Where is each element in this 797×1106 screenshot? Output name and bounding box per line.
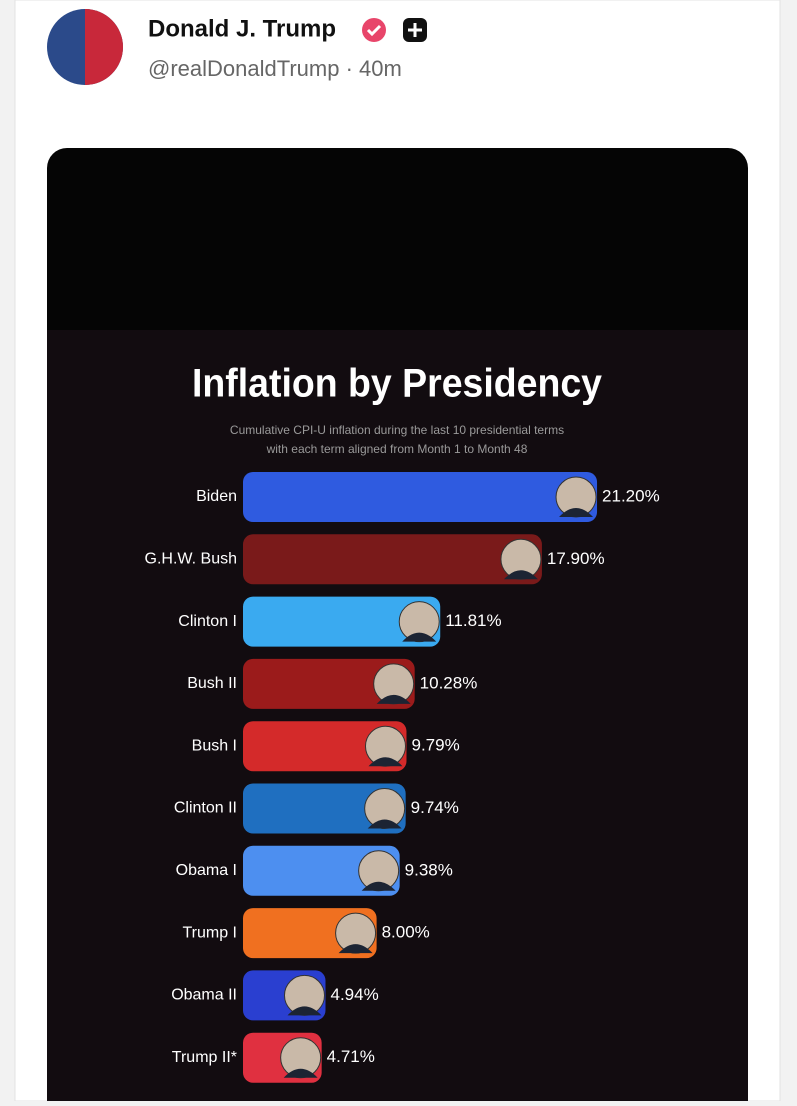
category-label: Trump I — [182, 924, 237, 941]
value-label: 11.81% — [445, 611, 501, 630]
portrait-suit — [559, 508, 594, 517]
chart-subtitle: Cumulative CPI-U inflation during the la… — [230, 423, 564, 437]
value-label: 9.79% — [411, 736, 459, 755]
value-label: 9.38% — [405, 860, 453, 879]
bar — [243, 783, 406, 834]
bar — [243, 845, 400, 896]
bar — [243, 472, 598, 522]
category-label: Obama II — [171, 987, 237, 1004]
value-label: 10.28% — [420, 673, 478, 692]
bar — [243, 596, 441, 647]
chart-subtitle: with each term aligned from Month 1 to M… — [266, 442, 528, 456]
category-label: G.H.W. Bush — [145, 551, 237, 568]
bar — [243, 658, 415, 709]
portrait-suit — [402, 632, 437, 642]
category-label: Bush I — [192, 737, 237, 754]
author-handle[interactable]: @realDonaldTrump · 40m — [148, 56, 402, 81]
portrait-suit — [283, 1068, 318, 1078]
value-label: 4.71% — [327, 1047, 375, 1066]
bar — [243, 534, 542, 585]
portrait-suit — [503, 570, 538, 580]
value-label: 8.00% — [382, 923, 430, 942]
bar — [243, 721, 407, 772]
category-label: Clinton II — [174, 800, 237, 817]
category-label: Biden — [196, 488, 237, 505]
category-label: Bush II — [187, 675, 237, 692]
value-label: 9.74% — [411, 798, 459, 817]
portrait-suit — [361, 881, 396, 891]
chart-title: Inflation by Presidency — [192, 362, 603, 406]
value-label: 21.20% — [602, 486, 660, 505]
portrait-suit — [376, 694, 411, 704]
category-label: Obama I — [176, 862, 237, 879]
portrait-suit — [338, 944, 373, 954]
plus-icon — [408, 23, 422, 37]
portrait-suit — [367, 819, 402, 829]
avatar-flag — [85, 9, 123, 85]
value-label: 4.94% — [330, 985, 378, 1004]
author-name[interactable]: Donald J. Trump — [148, 15, 336, 42]
value-label: 17.90% — [547, 549, 605, 568]
verified-check — [366, 24, 382, 37]
category-label: Clinton I — [178, 613, 237, 630]
portrait-suit — [368, 757, 403, 767]
image-background — [47, 330, 748, 1101]
category-label: Trump II* — [172, 1049, 237, 1066]
portrait-suit — [287, 1006, 322, 1016]
